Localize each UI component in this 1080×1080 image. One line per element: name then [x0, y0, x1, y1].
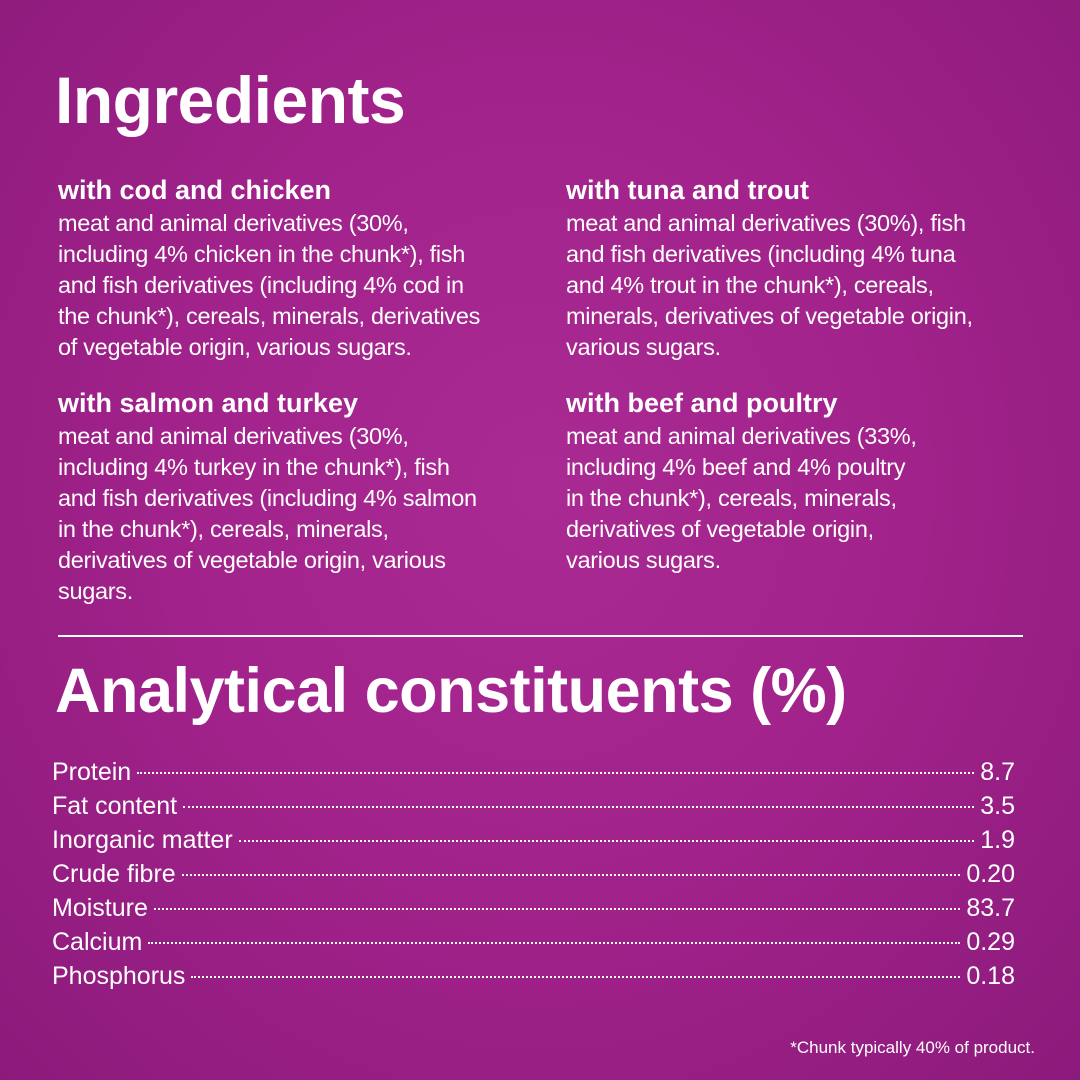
section-text: minerals, derivatives of vegetable origi…	[566, 303, 973, 329]
section-text: the chunk*), cereals, minerals, derivati…	[58, 303, 481, 329]
constituent-label: Calcium	[52, 928, 143, 956]
section-heading: with cod and chicken	[58, 175, 332, 205]
section-text: including 4% chicken in the chunk*), fis…	[58, 241, 466, 267]
section-heading: with beef and poultry	[566, 388, 838, 418]
dot-leader	[153, 908, 961, 910]
section-text: meat and animal derivatives (30%,	[58, 423, 409, 449]
constituent-row: Phosphorus 0.18	[52, 959, 1015, 993]
section-text: meat and animal derivatives (33%,	[566, 423, 917, 449]
section-text: various sugars.	[566, 334, 721, 360]
constituent-label: Inorganic matter	[52, 826, 233, 854]
section-text: and 4% trout in the chunk*), cereals,	[566, 272, 934, 298]
constituent-row: Fat content 3.5	[52, 789, 1015, 823]
analytical-table: Protein 8.7 Fat content 3.5 Inorganic matt…	[52, 755, 1015, 993]
section-text: sugars.	[58, 578, 133, 604]
constituent-value: 3.5	[980, 792, 1015, 820]
constituent-row: Moisture 83.7	[52, 891, 1015, 925]
section-text: and fish derivatives (including 4% cod i…	[58, 272, 464, 298]
section-text: meat and animal derivatives (30%,	[58, 210, 409, 236]
dot-leader	[181, 874, 961, 876]
constituent-row: Protein 8.7	[52, 755, 1015, 789]
constituent-value: 8.7	[980, 758, 1015, 786]
section-heading: with salmon and turkey	[58, 388, 359, 418]
section-text: derivatives of vegetable origin,	[566, 516, 874, 542]
section-text: in the chunk*), cereals, minerals,	[58, 516, 389, 542]
constituent-row: Calcium 0.29	[52, 925, 1015, 959]
section-heading: with tuna and trout	[566, 175, 809, 205]
constituent-row: Crude fibre 0.20	[52, 857, 1015, 891]
section-text: and fish derivatives (including 4% salmo…	[58, 485, 477, 511]
footnote: *Chunk typically 40% of product.	[790, 1038, 1035, 1057]
section-tuna-trout: with tuna and trout meat and animal deri…	[566, 174, 1046, 363]
section-beef-poultry: with beef and poultry meat and animal de…	[566, 387, 1046, 576]
constituent-value: 0.20	[966, 860, 1015, 888]
section-cod-chicken: with cod and chicken meat and animal der…	[58, 174, 538, 363]
section-text: including 4% beef and 4% poultry	[566, 454, 906, 480]
section-salmon-turkey: with salmon and turkey meat and animal d…	[58, 387, 538, 607]
dot-leader	[183, 806, 975, 808]
section-text: and fish derivatives (including 4% tuna	[566, 241, 956, 267]
section-text: including 4% turkey in the chunk*), fish	[58, 454, 450, 480]
section-text: of vegetable origin, various sugars.	[58, 334, 412, 360]
constituent-label: Fat content	[52, 792, 178, 820]
constituent-value: 83.7	[966, 894, 1015, 922]
constituent-value: 0.29	[966, 928, 1015, 956]
dot-leader	[137, 772, 975, 774]
section-text: various sugars.	[566, 547, 721, 573]
divider	[58, 635, 1023, 637]
constituent-value: 0.18	[966, 962, 1015, 990]
constituent-value: 1.9	[980, 826, 1015, 854]
dot-leader	[191, 976, 961, 978]
section-text: meat and animal derivatives (30%), fish	[566, 210, 966, 236]
analytical-title: Analytical constituents (%)	[55, 656, 847, 726]
dot-leader	[238, 840, 975, 842]
constituent-label: Moisture	[52, 894, 148, 922]
section-text: in the chunk*), cereals, minerals,	[566, 485, 897, 511]
constituent-label: Crude fibre	[52, 860, 176, 888]
section-text: derivatives of vegetable origin, various	[58, 547, 446, 573]
constituent-label: Protein	[52, 758, 132, 786]
dot-leader	[148, 942, 961, 944]
ingredients-title: Ingredients	[55, 63, 406, 137]
constituent-row: Inorganic matter 1.9	[52, 823, 1015, 857]
constituent-label: Phosphorus	[52, 962, 186, 990]
